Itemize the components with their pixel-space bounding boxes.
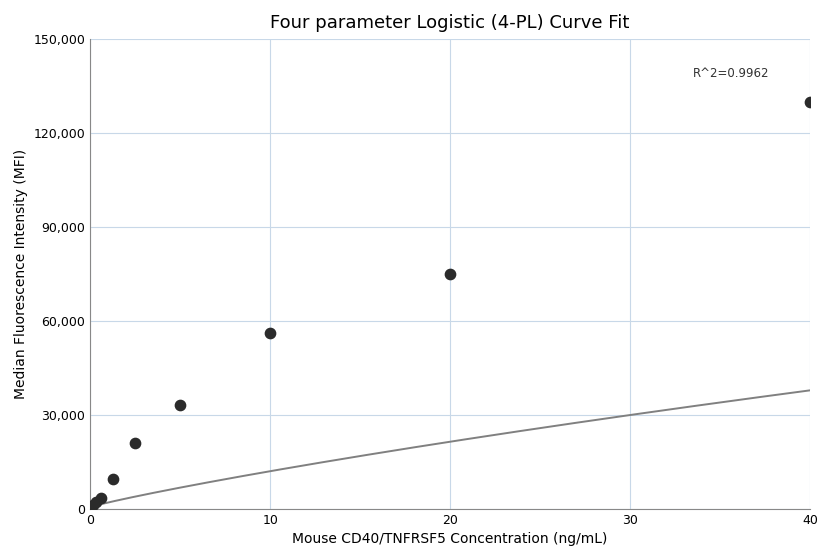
X-axis label: Mouse CD40/TNFRSF5 Concentration (ng/mL): Mouse CD40/TNFRSF5 Concentration (ng/mL) (293, 532, 608, 546)
Point (95, 493, 108, 502)
Text: R^2=0.9962: R^2=0.9962 (693, 67, 770, 80)
Y-axis label: Median Fluorescence Intensity (MFI): Median Fluorescence Intensity (MFI) (14, 149, 28, 399)
Point (89, 498, 102, 507)
Title: Four parameter Logistic (4-PL) Curve Fit: Four parameter Logistic (4-PL) Curve Fit (270, 14, 630, 32)
Point (804, 97, 817, 106)
Point (106, 474, 119, 483)
Point (128, 438, 141, 447)
Point (87, 501, 100, 510)
Point (174, 401, 187, 410)
Point (443, 269, 457, 278)
Point (264, 329, 277, 338)
